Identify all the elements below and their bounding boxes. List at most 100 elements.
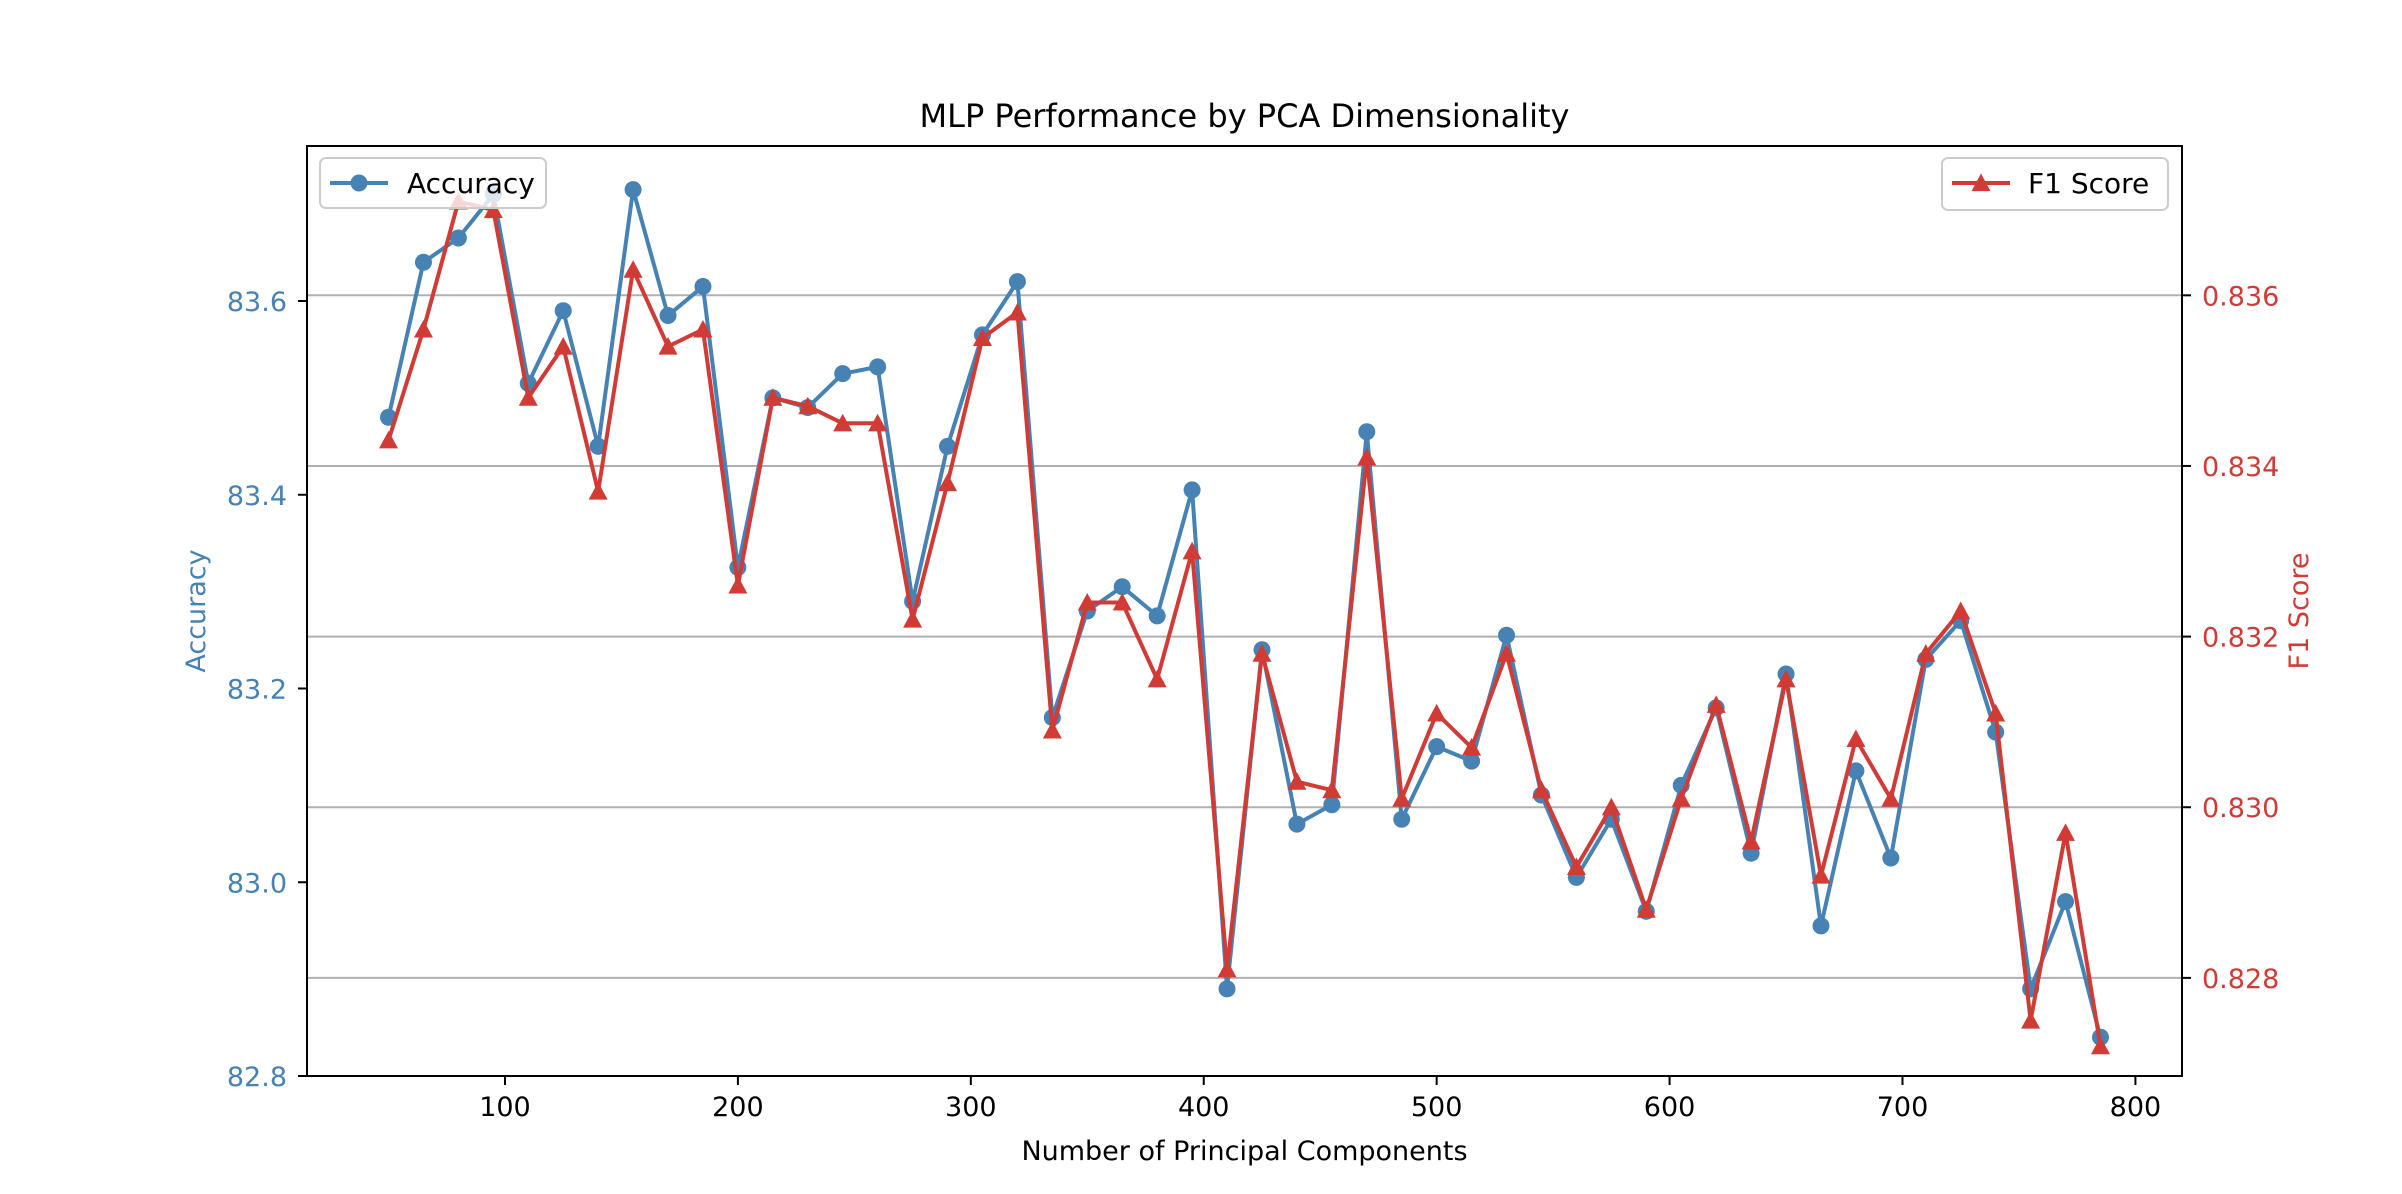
- f1-point: [1322, 780, 1342, 799]
- y-right-tick-label: 0.828: [2202, 964, 2279, 995]
- legend-box: [319, 157, 547, 209]
- f1-point: [1147, 669, 1167, 688]
- f1-point: [1007, 302, 1027, 321]
- f1-point: [483, 200, 503, 219]
- y-right-tick-label: 0.836: [2202, 281, 2279, 312]
- f1-point: [833, 413, 853, 432]
- x-axis-title: Number of Principal Components: [1021, 1136, 1467, 1167]
- y-left-axis-title: Accuracy: [181, 549, 212, 672]
- x-tick-label: 100: [479, 1092, 531, 1123]
- accuracy-point: [869, 358, 887, 376]
- accuracy-point: [624, 181, 642, 199]
- accuracy-point: [834, 365, 852, 383]
- y-left-tick-label: 83.4: [227, 481, 287, 512]
- y-left-tick-label: 83.6: [227, 287, 287, 318]
- legend-accuracy-marker: [350, 174, 368, 192]
- accuracy-point: [1812, 917, 1830, 935]
- f1-point: [972, 328, 992, 347]
- f1-point: [1636, 900, 1656, 918]
- f1-point: [2090, 1036, 2110, 1055]
- f1-point: [1811, 865, 1831, 884]
- x-tick-label: 800: [2110, 1092, 2162, 1123]
- axes: 0.828 0.830 0.832 0.834 0.836 82.8 83.0 83.2 83.…: [227, 281, 2279, 1123]
- f1-point: [1846, 729, 1866, 748]
- f1-point: [1951, 601, 1971, 620]
- accuracy-point: [589, 437, 607, 455]
- accuracy-point: [1183, 481, 1201, 499]
- f1-point: [2056, 823, 2076, 841]
- f1-point: [413, 319, 433, 338]
- f1-point: [379, 430, 399, 449]
- f1-point: [1497, 644, 1517, 662]
- y-left-tick-label: 83.2: [227, 675, 287, 706]
- f1-point: [1182, 541, 1202, 560]
- accuracy-point: [1288, 815, 1306, 833]
- x-tick-label: 200: [712, 1092, 764, 1123]
- f1-point: [1531, 780, 1551, 799]
- accuracy-point: [1463, 752, 1481, 770]
- f1-point: [798, 396, 818, 415]
- f1-point: [1706, 695, 1726, 713]
- accuracy-point: [1882, 849, 1900, 867]
- f1-point: [1776, 669, 1796, 688]
- y-right-tick-label: 0.830: [2202, 793, 2279, 824]
- accuracy-point: [1148, 607, 1166, 625]
- f1-point: [1671, 789, 1691, 807]
- f1-point: [1462, 738, 1482, 756]
- f1-point: [693, 319, 713, 338]
- f1-point: [553, 337, 573, 355]
- f1-point: [1287, 772, 1307, 790]
- f1-point: [1252, 644, 1272, 662]
- x-tick-label: 600: [1644, 1092, 1696, 1123]
- f1-point: [518, 388, 538, 406]
- accuracy-point: [1428, 738, 1446, 756]
- legend-box: [1941, 157, 2169, 211]
- accuracy-point: [1393, 810, 1411, 828]
- accuracy-point: [1323, 796, 1341, 814]
- f1-point: [623, 260, 643, 278]
- f1-point: [868, 413, 888, 432]
- f1-point: [2021, 1011, 2041, 1029]
- x-tick-label: 400: [1178, 1092, 1230, 1123]
- f1-point: [1217, 959, 1237, 978]
- f1-point: [658, 337, 678, 355]
- legend-f1-marker: [1971, 173, 1991, 192]
- f1-point: [1601, 797, 1621, 816]
- y-left-tick-label: 83.0: [227, 868, 287, 899]
- legend-accuracy: Accuracy: [319, 157, 547, 209]
- y-left-tick-label: 82.8: [227, 1062, 287, 1093]
- accuracy-point: [1847, 762, 1865, 780]
- y-right-tick-label: 0.832: [2202, 623, 2279, 654]
- legend-accuracy-label: Accuracy: [407, 167, 535, 200]
- accuracy-point: [939, 437, 957, 455]
- y-right-tick-label: 0.834: [2202, 452, 2279, 483]
- accuracy-point: [1113, 578, 1131, 596]
- f1-series-line: [386, 199, 2103, 1047]
- f1-point: [1916, 644, 1936, 662]
- f1-point: [1881, 789, 1901, 807]
- accuracy-point: [659, 307, 677, 325]
- accuracy-point: [554, 302, 572, 320]
- x-tick-label: 500: [1411, 1092, 1463, 1123]
- y-right-axis-title: F1 Score: [2284, 553, 2315, 670]
- chart-title: MLP Performance by PCA Dimensionality: [920, 97, 1570, 135]
- f1-point: [1077, 592, 1097, 611]
- accuracy-point: [1358, 423, 1376, 441]
- accuracy-point: [1498, 626, 1516, 644]
- legend-f1: F1 Score: [1941, 157, 2169, 211]
- accuracy-point: [1218, 980, 1236, 998]
- f1-point: [1392, 789, 1412, 807]
- f1-point: [1741, 831, 1761, 850]
- f1-point: [938, 473, 958, 492]
- f1-point: [1357, 447, 1377, 466]
- accuracy-point: [1008, 273, 1026, 291]
- f1-point: [763, 388, 783, 406]
- plot-frame: [306, 145, 2183, 1077]
- f1-point: [903, 610, 923, 628]
- f1-point: [1427, 703, 1447, 722]
- legend-f1-label: F1 Score: [2028, 167, 2149, 200]
- accuracy-point: [694, 277, 712, 295]
- f1-point: [1042, 720, 1062, 739]
